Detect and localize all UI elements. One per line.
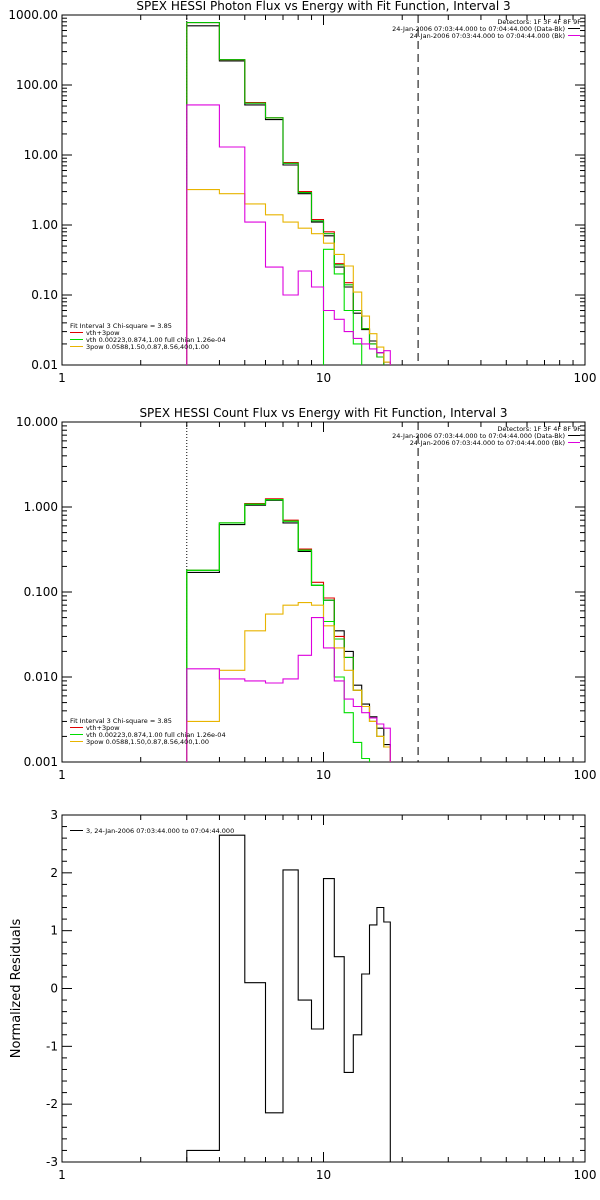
- header-line: 24-Jan-2006 07:03:44.000 to 07:04:44.000…: [410, 32, 565, 40]
- series-line-6: [186, 104, 391, 365]
- chart-panel-2: SPEX HESSI Count Flux vs Energy with Fit…: [16, 406, 596, 782]
- series-group: [186, 834, 391, 1162]
- chart-panel-1: SPEX HESSI Photon Flux vs Energy with Fi…: [8, 0, 596, 385]
- legend-line: Fit Interval 3 Chi-square = 3.85: [70, 717, 172, 725]
- x-tick-label: 1: [58, 768, 66, 782]
- series-line-3: [186, 499, 391, 762]
- series-line-1: [186, 499, 391, 762]
- legend-line: Fit Interval 3 Chi-square = 3.85: [70, 322, 172, 330]
- y-tick-label: 0: [50, 982, 58, 996]
- y-tick-label: -2: [46, 1097, 58, 1111]
- x-tick-label: 10: [316, 1168, 331, 1182]
- chart-panel-3: 1 10 100 -3 -2 -1 0 1 2 3 Normalized Residuals 3, 2…: [9, 808, 596, 1182]
- y-tick-label: -1: [46, 1039, 58, 1053]
- legend-line: vth+3pow: [86, 329, 120, 337]
- legend-line: 3pow 0.0588,1.50,0.87,8.56,400,1.00: [86, 343, 209, 351]
- header-line: 24-Jan-2006 07:03:44.000 to 07:04:44.000…: [410, 439, 565, 447]
- x-tick-label: 100: [574, 768, 597, 782]
- series-line-4: [186, 499, 371, 762]
- series-group: [186, 22, 391, 365]
- y-tick-label: 10.000: [16, 415, 58, 429]
- y-tick-label: 3: [50, 808, 58, 822]
- chart-title: SPEX HESSI Count Flux vs Energy with Fit…: [139, 406, 507, 420]
- y-tick-label: 0.01: [31, 358, 58, 372]
- y-tick-label: 1: [50, 924, 58, 938]
- x-tick-label: 100: [574, 371, 597, 385]
- x-tick-label: 100: [574, 1168, 597, 1182]
- y-tick-label: 100.00: [16, 78, 58, 92]
- fit-legend: Fit Interval 3 Chi-square = 3.85vth+3pow…: [70, 322, 226, 351]
- x-axis-ticks: 1 10 100: [58, 422, 596, 782]
- legend-line: 3, 24-Jan-2006 07:03:44.000 to 07:04:44.…: [86, 827, 234, 835]
- x-axis-ticks: 1 10 100: [58, 15, 596, 385]
- series-line-1: [186, 834, 391, 1162]
- y-tick-label: 0.100: [24, 585, 58, 599]
- series-line-6: [186, 617, 391, 762]
- x-axis-ticks: 1 10 100: [58, 815, 596, 1182]
- y-tick-label: 10.00: [24, 148, 58, 162]
- y-tick-label: 2: [50, 866, 58, 880]
- x-tick-label: 1: [58, 371, 66, 385]
- y-axis-ticks: -3 -2 -1 0 1 2 3: [46, 808, 585, 1169]
- y-tick-label: 0.001: [24, 755, 58, 769]
- y-axis-ticks: 0.001 0.010 0.100 1.000 10.000: [16, 415, 585, 769]
- legend-line: vth+3pow: [86, 724, 120, 732]
- series-line-3: [186, 22, 385, 365]
- legend-line: vth 0.00223,0.874,1.00 full chian 1.26e-…: [86, 731, 226, 739]
- y-axis-label: Normalized Residuals: [9, 919, 24, 1059]
- series-line-2: [186, 22, 385, 365]
- y-tick-label: -3: [46, 1155, 58, 1169]
- fit-legend: Fit Interval 3 Chi-square = 3.85vth+3pow…: [70, 717, 226, 746]
- legend-line: vth 0.00223,0.874,1.00 full chian 1.26e-…: [86, 336, 226, 344]
- y-axis-ticks: 0.01 0.10 1.00 10.00 100.00 1000.00: [8, 8, 585, 372]
- y-tick-label: 1.000: [24, 500, 58, 514]
- series-line-5: [186, 189, 391, 365]
- series-line-2: [186, 498, 391, 762]
- x-tick-label: 10: [316, 768, 331, 782]
- header-line: Detectors: 1F 3F 4F 8F 9F: [497, 18, 581, 26]
- header-line: 24-Jan-2006 07:03:44.000 to 07:04:44.000…: [392, 432, 565, 440]
- x-tick-label: 1: [58, 1168, 66, 1182]
- y-tick-label: 0.10: [31, 288, 58, 302]
- legend-line: 3pow 0.0588,1.50,0.87,8.56,400,1.00: [86, 738, 209, 746]
- series-group: [186, 498, 391, 762]
- y-tick-label: 1.00: [31, 218, 58, 232]
- series-line-1: [186, 25, 391, 365]
- fit-legend: 3, 24-Jan-2006 07:03:44.000 to 07:04:44.…: [70, 827, 234, 835]
- chart-title: SPEX HESSI Photon Flux vs Energy with Fi…: [136, 0, 510, 13]
- y-tick-label: 1000.00: [8, 8, 58, 22]
- header-line: 24-Jan-2006 07:03:44.000 to 07:04:44.000…: [392, 25, 565, 33]
- header-line: Detectors: 1F 3F 4F 8F 9F: [497, 425, 581, 433]
- x-tick-label: 10: [316, 371, 331, 385]
- y-tick-label: 0.010: [24, 670, 58, 684]
- series-line-4: [322, 248, 363, 365]
- series-line-5: [186, 602, 391, 762]
